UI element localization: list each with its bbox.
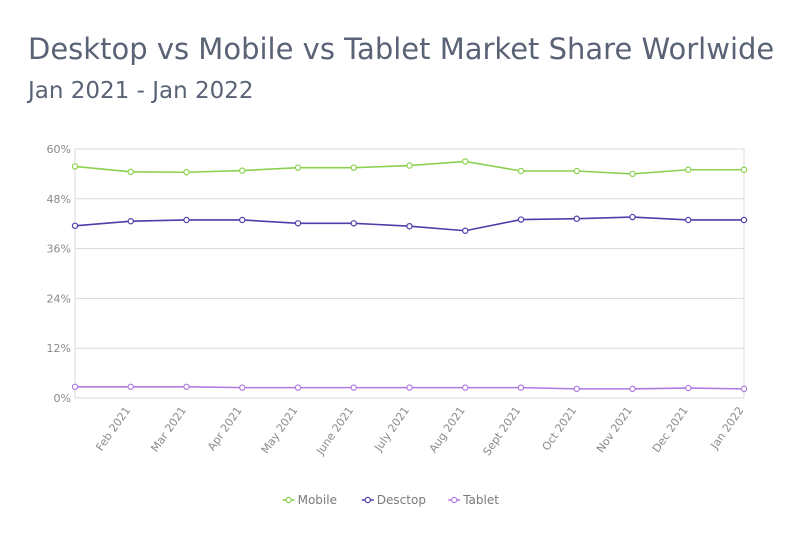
- data-point-tablet: [462, 384, 469, 391]
- data-point-desctop: [740, 216, 748, 224]
- legend-label-desctop: Desctop: [377, 493, 426, 507]
- data-point-desctop: [294, 220, 302, 227]
- legend-swatch-marker: [285, 496, 292, 504]
- data-point-mobile: [239, 167, 246, 174]
- x-tick-label: Aug 2021: [427, 404, 468, 455]
- data-point-tablet: [294, 384, 302, 391]
- x-tick-label: Oct 2021: [540, 404, 580, 453]
- data-point-mobile: [462, 158, 469, 165]
- data-point-desctop: [462, 227, 469, 234]
- data-point-tablet: [71, 383, 79, 390]
- x-tick-label: May 2021: [259, 404, 301, 456]
- y-tick-label: 36%: [47, 243, 71, 256]
- data-point-desctop: [685, 216, 692, 224]
- series-layer: [71, 158, 748, 393]
- data-point-mobile: [406, 162, 413, 169]
- legend: Mobile Desctop Tablet: [282, 493, 499, 507]
- data-point-mobile: [127, 168, 134, 176]
- legend-item-tablet: Tablet: [448, 493, 499, 507]
- data-point-desctop: [71, 222, 79, 229]
- x-tick-label: Mar 2021: [148, 404, 189, 454]
- data-point-mobile: [629, 170, 636, 178]
- y-tick-label: 24%: [47, 292, 71, 305]
- data-point-tablet: [573, 385, 580, 393]
- y-tick-label: 0%: [54, 392, 71, 405]
- data-point-desctop: [517, 216, 525, 223]
- data-point-tablet: [127, 383, 134, 390]
- legend-label-mobile: Mobile: [298, 493, 337, 507]
- x-tick-label: June 2021: [313, 404, 356, 458]
- data-point-tablet: [517, 384, 525, 391]
- y-tick-label: 12%: [47, 342, 71, 355]
- data-point-desctop: [629, 213, 636, 221]
- data-point-desctop: [350, 220, 357, 227]
- x-tick-label: July 2021: [371, 404, 412, 454]
- y-axis-labels: 0% 12% 24% 36% 48% 60%: [47, 143, 71, 405]
- data-point-desctop: [183, 216, 190, 224]
- legend-item-mobile: Mobile: [282, 493, 337, 507]
- data-point-tablet: [239, 384, 246, 391]
- x-tick-label: Nov 2021: [594, 404, 635, 455]
- legend-swatch-marker: [451, 496, 458, 504]
- chart-subtitle: Jan 2021 - Jan 2022: [28, 78, 254, 104]
- x-tick-label: Feb 2021: [93, 404, 133, 453]
- data-point-mobile: [573, 167, 580, 175]
- data-point-tablet: [350, 384, 357, 391]
- data-point-desctop: [239, 216, 246, 224]
- grid-layer: [74, 148, 745, 399]
- data-point-desctop: [573, 215, 580, 222]
- data-point-mobile: [350, 164, 357, 171]
- x-axis-labels: Feb 2021 Mar 2021 Apr 2021 May 2021 June 202…: [93, 404, 746, 458]
- data-point-tablet: [629, 385, 636, 393]
- chart-title: Desktop vs Mobile vs Tablet Market Share…: [28, 32, 775, 66]
- data-point-desctop: [127, 218, 134, 225]
- y-tick-label: 48%: [47, 193, 71, 206]
- data-point-mobile: [740, 166, 748, 173]
- x-tick-label: Sept 2021: [480, 404, 523, 458]
- data-point-tablet: [685, 384, 692, 392]
- data-point-mobile: [685, 166, 692, 173]
- data-point-tablet: [183, 383, 190, 390]
- data-point-mobile: [294, 164, 302, 171]
- legend-label-tablet: Tablet: [462, 493, 499, 507]
- data-point-mobile: [517, 167, 525, 175]
- data-point-tablet: [740, 385, 748, 393]
- x-tick-label: Dec 2021: [650, 404, 691, 455]
- data-point-mobile: [183, 169, 190, 176]
- data-point-mobile: [71, 163, 79, 170]
- legend-swatch-marker: [364, 496, 371, 504]
- data-point-tablet: [406, 384, 413, 391]
- data-point-desctop: [406, 222, 413, 230]
- x-tick-label: Jan 2022: [707, 404, 746, 452]
- x-tick-label: Apr 2021: [205, 404, 245, 453]
- y-tick-label: 60%: [47, 143, 71, 156]
- legend-item-desctop: Desctop: [361, 493, 426, 507]
